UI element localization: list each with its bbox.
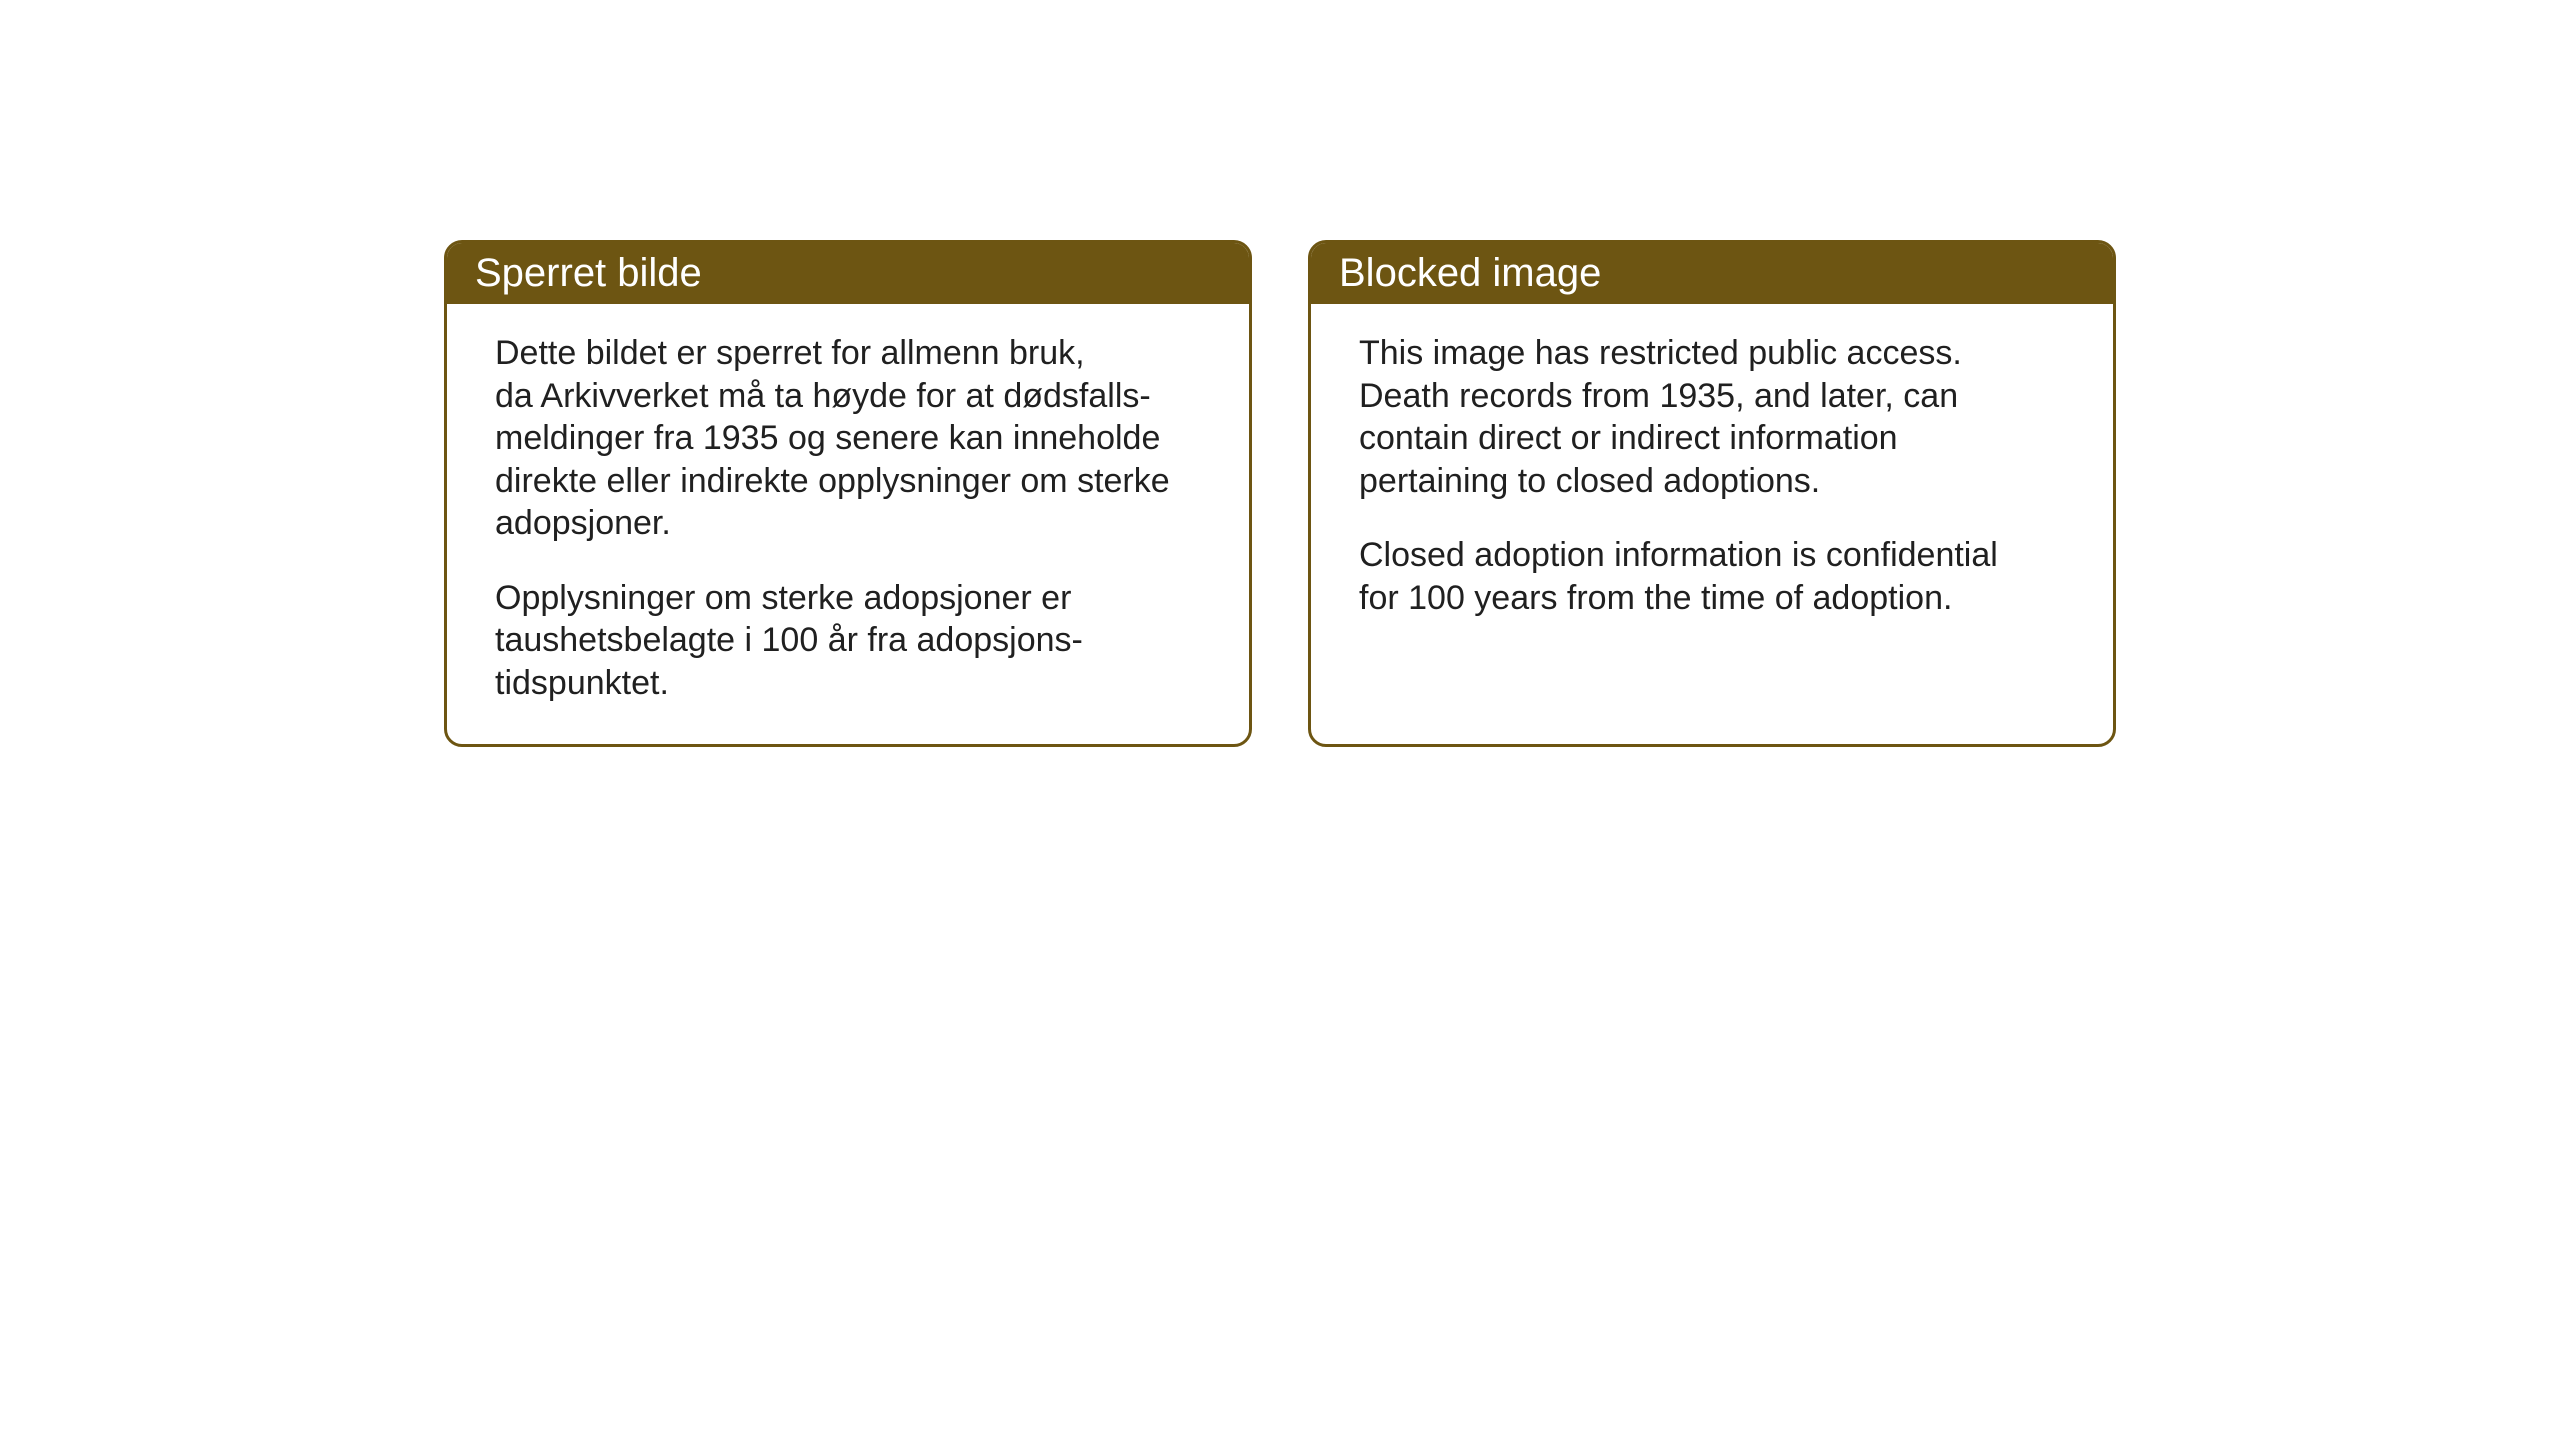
notice-title: Sperret bilde <box>475 251 702 295</box>
notice-card-norwegian: Sperret bilde Dette bildet er sperret fo… <box>444 240 1252 747</box>
notice-card-english: Blocked image This image has restricted … <box>1308 240 2116 747</box>
notice-paragraph: Opplysninger om sterke adopsjoner er tau… <box>495 577 1201 705</box>
notice-card-header: Blocked image <box>1311 243 2113 304</box>
notice-paragraph: Closed adoption information is confident… <box>1359 534 2065 619</box>
notice-card-header: Sperret bilde <box>447 243 1249 304</box>
notice-paragraph: This image has restricted public access.… <box>1359 332 2065 502</box>
notice-card-body: Dette bildet er sperret for allmenn bruk… <box>447 304 1249 744</box>
notice-paragraph: Dette bildet er sperret for allmenn bruk… <box>495 332 1201 545</box>
notice-container: Sperret bilde Dette bildet er sperret fo… <box>444 240 2116 747</box>
notice-card-body: This image has restricted public access.… <box>1311 304 2113 659</box>
notice-title: Blocked image <box>1339 251 1601 295</box>
